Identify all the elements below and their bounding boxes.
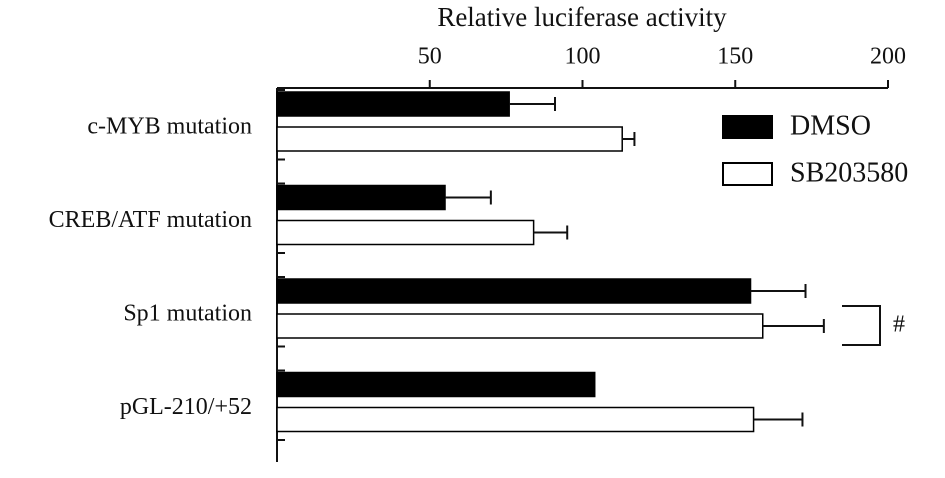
error-bar	[762, 319, 825, 333]
annotation: #	[893, 312, 905, 338]
x-axis-label: Relative luciferase activity	[437, 2, 727, 32]
x-tick-label: 200	[870, 44, 906, 70]
bar	[276, 184, 446, 211]
error-bar	[445, 190, 492, 205]
legend-label: DMSO	[790, 110, 871, 141]
legend-swatch	[722, 162, 773, 186]
error-bar	[622, 132, 636, 146]
bar	[276, 406, 755, 433]
x-tick-label: 150	[717, 44, 753, 70]
bar	[276, 313, 764, 339]
bar	[276, 126, 623, 152]
error-bar	[533, 225, 569, 240]
bar	[276, 371, 596, 398]
y-tick-label: CREB/ATF mutation	[49, 207, 252, 233]
y-tick-label: c-MYB mutation	[87, 114, 252, 140]
x-tick-label: 50	[418, 44, 442, 70]
legend-swatch	[722, 115, 773, 139]
significance-bracket	[842, 305, 881, 346]
bar	[276, 278, 752, 304]
error-bar	[509, 97, 557, 111]
bar	[276, 91, 510, 117]
x-tick-label: 100	[565, 44, 601, 70]
y-tick-label: Sp1 mutation	[123, 301, 252, 327]
bar	[276, 219, 535, 246]
y-tick-label: pGL-210/+52	[120, 394, 252, 420]
error-bar	[753, 412, 804, 427]
legend-label: SB203580	[790, 157, 908, 188]
error-bar	[750, 284, 807, 298]
